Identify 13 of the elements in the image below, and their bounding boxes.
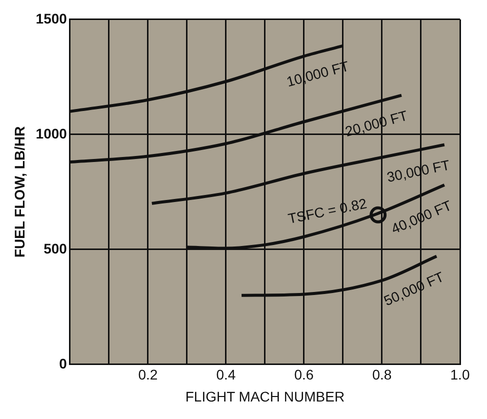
y-tick-label: 500	[44, 240, 68, 256]
text: 40,000 FT	[388, 196, 454, 237]
y-tick-label: 1000	[36, 125, 68, 142]
y-tick-label: 1500	[36, 10, 68, 26]
y-tick-label: 0	[59, 355, 68, 372]
x-tick-label: 0.2	[138, 366, 158, 383]
x-tick-label: 0.6	[294, 366, 314, 383]
x-tick-label: 1.0	[450, 366, 470, 383]
text: 30,000 FT	[385, 156, 452, 186]
x-axis-title: FLIGHT MACH NUMBER	[185, 388, 345, 404]
x-tick-label: 0.8	[372, 366, 392, 383]
y-axis-title: FUEL FLOW, LB/HR	[11, 126, 28, 258]
x-tick-label: 0.4	[216, 366, 236, 383]
